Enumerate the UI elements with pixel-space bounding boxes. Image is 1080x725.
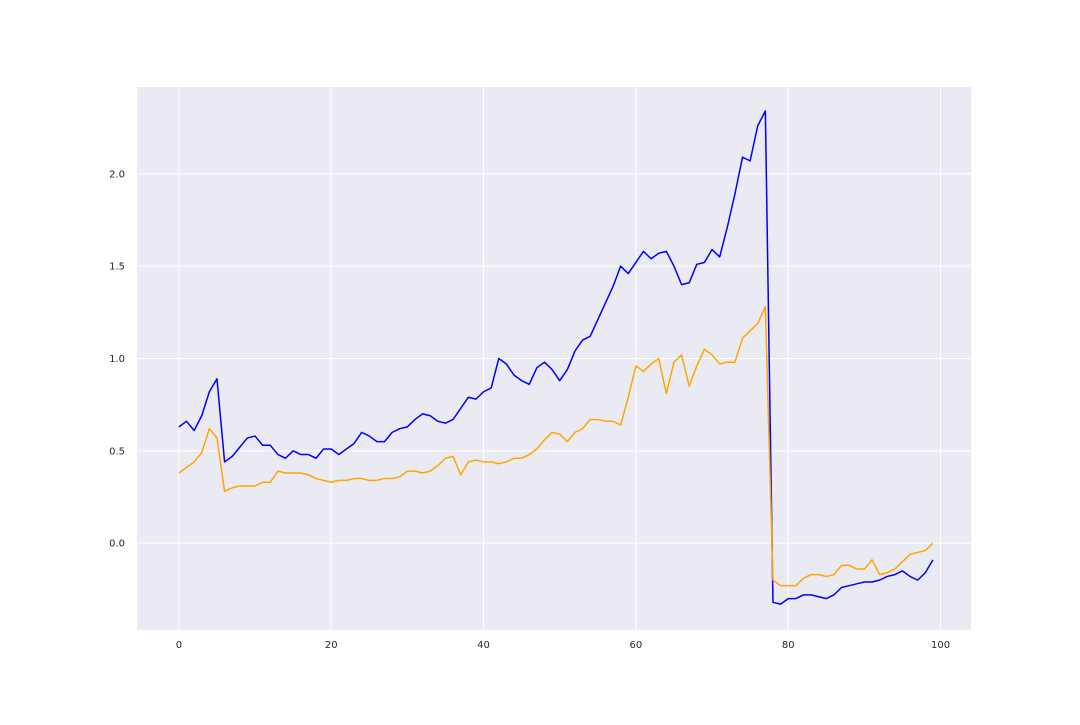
series-line-2	[178, 306, 934, 587]
y-axis-ticks: 0.0 0.5 1.0 1.5 2.0	[109, 169, 125, 549]
x-tick-label: 100	[931, 640, 950, 651]
y-tick-label: 0.5	[109, 446, 125, 457]
x-tick-label: 20	[325, 640, 338, 651]
grid-lines	[137, 87, 971, 630]
series-line-1	[178, 110, 934, 605]
y-tick-label: 2.0	[109, 169, 125, 180]
y-tick-label: 0.0	[109, 539, 125, 550]
x-tick-label: 80	[782, 640, 795, 651]
y-tick-label: 1.5	[109, 262, 125, 273]
y-tick-label: 1.0	[109, 354, 125, 365]
x-axis-ticks: 0 20 40 60 80 100	[176, 640, 950, 651]
x-tick-label: 60	[630, 640, 643, 651]
x-tick-label: 0	[176, 640, 182, 651]
series-lines	[178, 110, 934, 605]
x-tick-label: 40	[477, 640, 490, 651]
